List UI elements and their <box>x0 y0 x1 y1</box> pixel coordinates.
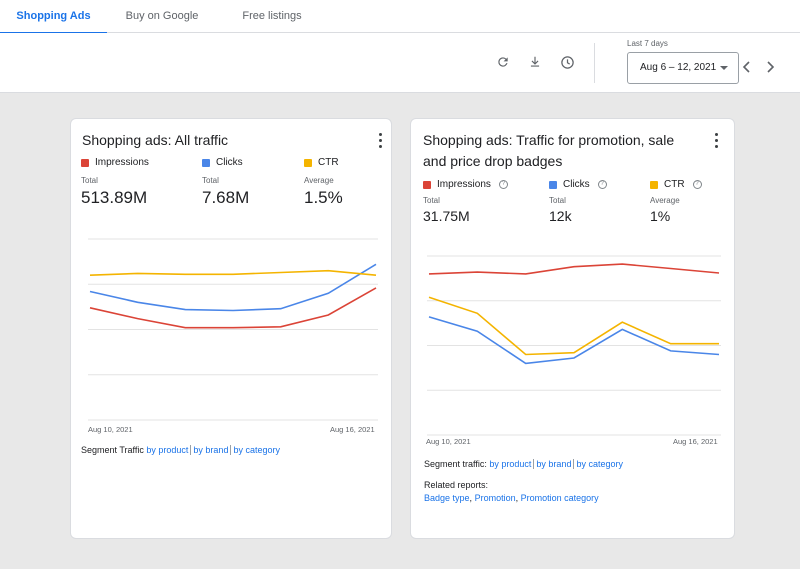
metric-value: 1.5% <box>304 188 343 207</box>
metric-impressions: Impressions Total 513.89M <box>81 157 149 208</box>
metric-value: 7.68M <box>202 188 250 207</box>
metric-caption: Average <box>304 176 334 185</box>
next-period-button[interactable] <box>760 57 780 77</box>
link-separator <box>533 459 535 469</box>
metric-ctr: CTR? Average 1% <box>650 179 702 224</box>
help-icon[interactable]: ? <box>498 180 508 189</box>
metric-name: CTR <box>664 179 685 190</box>
help-icon[interactable]: ? <box>597 180 607 189</box>
download-icon[interactable] <box>524 51 546 73</box>
more-options-icon[interactable] <box>711 133 721 149</box>
card-title-line-1: Shopping ads: Traffic for promotion, sal… <box>423 132 675 148</box>
by-product-link[interactable]: by product <box>489 459 532 469</box>
date-range-select[interactable]: Aug 6 – 12, 2021 <box>627 52 739 84</box>
by-category-link[interactable]: by category <box>233 445 280 455</box>
metric-value: 513.89M <box>81 188 148 207</box>
series-line-ctr <box>428 296 719 356</box>
series-line-impressions <box>89 287 377 329</box>
tab-free-listings[interactable]: Free listings <box>242 10 302 22</box>
help-icon[interactable]: ? <box>692 180 702 189</box>
metric-name: Clicks <box>563 179 590 190</box>
link-separator <box>230 445 232 455</box>
metric-caption: Total <box>549 196 566 205</box>
x-axis-end-label: Aug 16, 2021 <box>673 437 718 446</box>
metric-impressions: Impressions? Total 31.75M <box>423 179 508 224</box>
metric-value: 1% <box>650 208 671 224</box>
card-title: Shopping ads: All traffic <box>82 132 229 148</box>
line-chart-all-traffic <box>88 238 378 421</box>
metric-name: Clicks <box>216 157 243 168</box>
promotion-link[interactable]: Promotion <box>474 493 516 503</box>
segment-label: Segment Traffic <box>81 445 144 455</box>
legend-swatch <box>202 158 210 167</box>
metric-caption: Total <box>81 176 98 185</box>
metric-caption: Total <box>202 176 219 185</box>
series-line-clicks <box>428 316 720 365</box>
metric-caption: Total <box>423 196 440 205</box>
chevron-left-icon <box>742 61 750 73</box>
tab-shopping-ads[interactable]: Shopping Ads <box>0 0 107 34</box>
badge-type-link[interactable]: Badge type <box>424 493 470 503</box>
legend-swatch <box>650 180 658 189</box>
segment-traffic: Segment traffic: by product by brand by ca… <box>424 459 623 469</box>
chevron-right-icon <box>767 61 775 73</box>
segment-label: Segment traffic: <box>424 459 487 469</box>
by-brand-link[interactable]: by brand <box>536 459 572 469</box>
refresh-icon[interactable] <box>492 51 514 73</box>
metric-clicks: Clicks? Total 12k <box>549 179 607 224</box>
tab-buy-on-google[interactable]: Buy on Google <box>125 10 199 22</box>
metric-name: Impressions <box>95 157 149 168</box>
metric-value: 31.75M <box>423 208 470 224</box>
metric-value: 12k <box>549 208 572 224</box>
link-separator <box>573 459 575 469</box>
promotion-category-link[interactable]: Promotion category <box>520 493 599 503</box>
metric-caption: Average <box>650 196 680 205</box>
series-line-impressions <box>428 263 720 275</box>
toolbar: Last 7 days Aug 6 – 12, 2021 <box>0 33 800 93</box>
legend-swatch <box>81 158 89 167</box>
date-range-value: Aug 6 – 12, 2021 <box>640 62 717 73</box>
x-axis-start-label: Aug 10, 2021 <box>426 437 471 446</box>
card-all-traffic: Shopping ads: All traffic Impressions To… <box>70 118 392 539</box>
previous-period-button[interactable] <box>737 57 757 77</box>
series-line-clicks <box>89 263 377 312</box>
x-axis-start-label: Aug 10, 2021 <box>88 425 133 434</box>
x-axis-end-label: Aug 16, 2021 <box>330 425 375 434</box>
legend-swatch <box>549 180 557 189</box>
report-tabs: Shopping Ads Buy on Google Free listings <box>0 0 800 34</box>
more-options-icon[interactable] <box>375 133 385 149</box>
series-line-ctr <box>89 269 377 276</box>
by-category-link[interactable]: by category <box>576 459 623 469</box>
link-separator <box>190 445 192 455</box>
related-reports: Related reports: Badge type, Promotion, … <box>424 480 599 503</box>
chevron-down-icon <box>720 66 728 70</box>
metric-ctr: CTR Average 1.5% <box>304 157 343 208</box>
by-brand-link[interactable]: by brand <box>193 445 229 455</box>
related-reports-label: Related reports: <box>424 480 489 490</box>
legend-swatch <box>304 158 312 167</box>
segment-traffic: Segment Traffic by product by brand by cat… <box>81 445 280 455</box>
metric-clicks: Clicks Total 7.68M <box>202 157 249 208</box>
card-promotion-traffic: Shopping ads: Traffic for promotion, sal… <box>410 118 735 539</box>
metric-name: CTR <box>318 157 339 168</box>
card-title: Shopping ads: Traffic for promotion, sal… <box>423 130 674 172</box>
card-title-line-2: and price drop badges <box>423 153 563 169</box>
by-product-link[interactable]: by product <box>146 445 189 455</box>
toolbar-divider <box>594 43 595 83</box>
line-chart-promotion-traffic <box>427 255 721 436</box>
metric-name: Impressions <box>437 179 491 190</box>
legend-swatch <box>423 180 431 189</box>
history-icon[interactable] <box>556 51 578 73</box>
date-range-label: Last 7 days <box>627 39 668 48</box>
